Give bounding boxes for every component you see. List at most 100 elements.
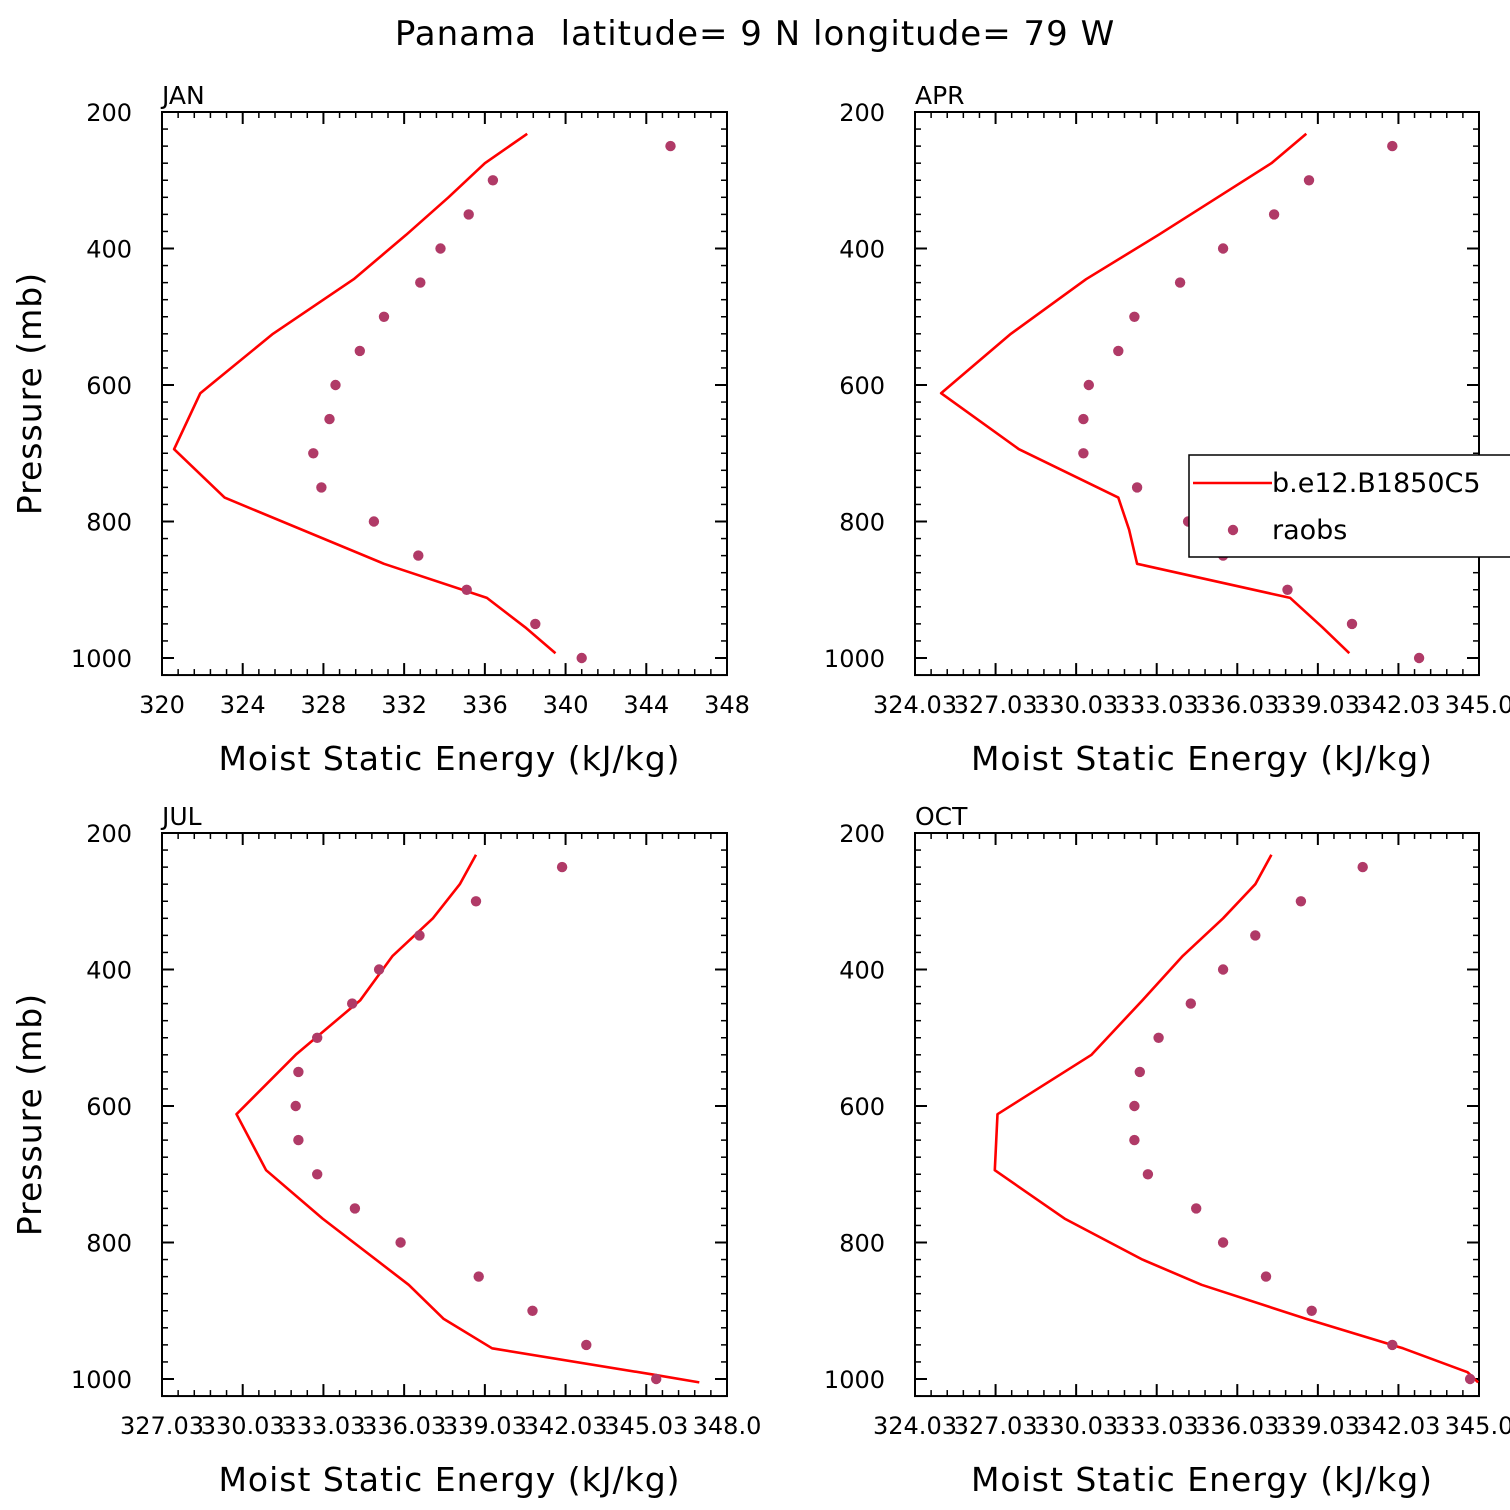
raobs-point	[347, 998, 358, 1009]
raobs-point	[395, 1237, 406, 1248]
panel-title: JAN	[160, 81, 205, 110]
x-axis-label: Moist Static Energy (kJ/kg)	[971, 739, 1433, 778]
raobs-point	[576, 652, 587, 664]
x-tick-label: 333.03	[1115, 691, 1199, 719]
x-axis-label: Moist Static Energy (kJ/kg)	[218, 1460, 680, 1499]
raobs-point	[1078, 448, 1089, 459]
x-tick-label: 324	[220, 691, 266, 719]
y-tick-label: 1000	[71, 1366, 132, 1394]
x-tick-label: 340	[543, 691, 589, 719]
panel-jan: JAN 320 324 328 332 336 340 344 348 200 400 600 800 1…	[10, 81, 750, 778]
x-tick-label: 332	[381, 691, 427, 719]
y-tick-label: 400	[839, 236, 885, 264]
raobs-point	[414, 930, 425, 941]
raobs-point	[330, 379, 341, 391]
plot-frame	[914, 832, 1480, 1398]
x-tick-label: 324.03	[873, 691, 957, 719]
x-tick-label: 328	[301, 691, 347, 719]
x-tick-label: 327.03	[120, 1412, 204, 1440]
raobs-point	[651, 1373, 662, 1385]
panel-oct: OCT324.03327.03330.03333.03336.03339.033…	[824, 802, 1510, 1499]
x-tick-label: 342.03	[524, 1412, 608, 1440]
y-tick-label: 600	[86, 372, 132, 400]
raobs-point	[308, 448, 319, 459]
raobs-point	[1260, 1271, 1272, 1282]
x-tick-label: 342.03	[1356, 1412, 1440, 1440]
raobs-point	[1217, 964, 1229, 975]
raobs-point	[665, 140, 676, 152]
y-tick-label: 1000	[71, 645, 132, 673]
raobs-point	[487, 175, 499, 186]
series-group	[235, 854, 700, 1385]
raobs-point	[378, 311, 390, 322]
x-tick-label: 336.03	[1195, 1412, 1279, 1440]
raobs-point	[312, 1169, 323, 1180]
raobs-point	[293, 1134, 304, 1146]
x-axis-label: Moist Static Energy (kJ/kg)	[971, 1460, 1433, 1499]
x-tick-label: 339.03	[1276, 1412, 1360, 1440]
model-profile-line	[172, 132, 557, 655]
raobs-point	[1303, 175, 1315, 186]
raobs-point	[368, 516, 380, 527]
y-tick-label: 1000	[824, 645, 885, 673]
raobs-point	[415, 277, 426, 288]
x-tick-label: 327.03	[954, 1412, 1038, 1440]
raobs-point	[1129, 311, 1140, 322]
panel-title: APR	[915, 81, 965, 110]
panel-title: OCT	[915, 802, 968, 831]
raobs-point	[324, 413, 335, 425]
raobs-point	[1464, 1373, 1476, 1385]
y-tick-label: 200	[839, 99, 885, 127]
x-tick-label: 327.03	[954, 691, 1038, 719]
raobs-point	[1129, 1134, 1140, 1146]
x-tick-label: 339.03	[443, 1412, 527, 1440]
raobs-point	[1268, 209, 1280, 220]
raobs-point	[473, 1271, 484, 1282]
x-tick-label: 345.0	[1445, 1412, 1510, 1440]
y-tick-label: 400	[839, 957, 885, 985]
raobs-point	[1113, 345, 1124, 357]
raobs-point	[581, 1339, 592, 1351]
y-tick-label: 600	[839, 1093, 885, 1121]
raobs-point	[461, 584, 472, 595]
x-tick-label: 336.03	[1195, 691, 1279, 719]
y-tick-label: 200	[86, 820, 132, 848]
x-tick-label: 330.03	[201, 1412, 285, 1440]
raobs-point	[1217, 1237, 1229, 1248]
x-tick-label: 333.03	[281, 1412, 365, 1440]
y-tick-label: 600	[86, 1093, 132, 1121]
raobs-point	[349, 1203, 361, 1214]
panels: JAN 320 324 328 332 336 340 344 348 200 400 600 800 1…	[10, 81, 1510, 1499]
y-tick-label: 800	[86, 509, 132, 537]
raobs-point	[354, 345, 365, 357]
y-tick-label: 200	[86, 99, 132, 127]
raobs-point	[1413, 652, 1425, 664]
raobs-point	[290, 1100, 301, 1112]
raobs-point	[1346, 618, 1358, 630]
legend-obs-label: raobs	[1272, 515, 1347, 546]
x-tick-label: 324.03	[873, 1412, 957, 1440]
x-tick-label: 330.03	[1034, 691, 1118, 719]
legend-model-label: b.e12.B1850C5	[1272, 468, 1481, 499]
x-tick-label: 345.0	[1445, 691, 1510, 719]
figure-title: Panama latitude= 9 N longitude= 79 W	[395, 14, 1115, 54]
x-tick-label: 333.03	[1115, 1412, 1199, 1440]
x-tick-label: 339.03	[1276, 691, 1360, 719]
raobs-point	[1191, 1203, 1202, 1214]
raobs-point	[435, 243, 446, 254]
raobs-point	[1295, 896, 1307, 907]
raobs-point	[1306, 1305, 1317, 1317]
x-tick-label: 348	[704, 691, 750, 719]
y-tick-label: 400	[86, 957, 132, 985]
raobs-point	[463, 209, 474, 220]
legend: b.e12.B1850C5 raobs	[1188, 454, 1510, 558]
plot-frame	[914, 111, 1480, 677]
x-tick-label: 345.03	[604, 1412, 688, 1440]
raobs-point	[1131, 482, 1143, 493]
y-tick-label: 1000	[824, 1366, 885, 1394]
x-tick-label: 320	[139, 691, 185, 719]
legend-box	[1188, 454, 1510, 558]
x-tick-label: 330.03	[1034, 1412, 1118, 1440]
series-group	[172, 132, 676, 664]
